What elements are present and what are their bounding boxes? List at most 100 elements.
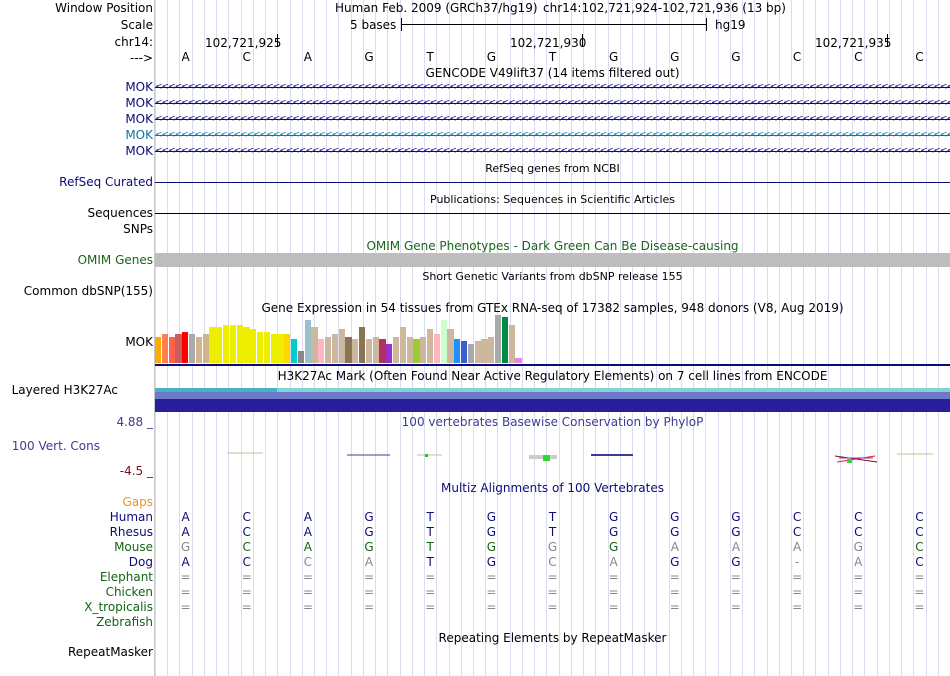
gtex-tissue-bar[interactable] <box>488 337 495 363</box>
gencode-transcript[interactable]: <<<<<<<<<<<<<<<<<<<<<<<<<<<<<<<<<<<<<<<<… <box>155 146 950 156</box>
gtex-tissue-bar[interactable] <box>406 337 413 363</box>
browser-track-area[interactable]: Human Feb. 2009 (GRCh37/hg19) chr14:102,… <box>155 0 950 676</box>
gencode-transcript[interactable]: <<<<<<<<<<<<<<<<<<<<<<<<<<<<<<<<<<<<<<<<… <box>155 82 950 92</box>
gtex-tissue-bar[interactable] <box>155 337 162 363</box>
phylop-plot[interactable] <box>155 440 950 470</box>
gtex-tissue-bar[interactable] <box>236 325 243 363</box>
gtex-tissue-bar[interactable] <box>229 325 236 363</box>
gtex-bar-chart[interactable] <box>155 315 950 363</box>
species-label-rhesus[interactable]: Rhesus <box>109 525 153 539</box>
h3k27ac-layer-mid <box>155 392 950 399</box>
gtex-tissue-bar[interactable] <box>189 334 196 363</box>
gtex-tissue-bar[interactable] <box>352 339 359 363</box>
gencode-gene-label[interactable]: MOK <box>125 112 153 126</box>
omim-track-label[interactable]: OMIM Genes <box>77 253 153 267</box>
omim-gene-bar[interactable] <box>155 253 950 267</box>
gencode-gene-label[interactable]: MOK <box>125 128 153 142</box>
species-label-elephant[interactable]: Elephant <box>99 570 153 584</box>
gtex-tissue-bar[interactable] <box>195 337 202 363</box>
gtex-tissue-bar[interactable] <box>467 344 474 363</box>
gtex-tissue-bar[interactable] <box>474 341 481 363</box>
gtex-tissue-bar[interactable] <box>399 327 406 363</box>
gtex-tissue-bar[interactable] <box>495 315 502 363</box>
phylop-track-label[interactable]: 100 Vert. Cons <box>11 439 100 453</box>
alignment-base: A <box>854 555 863 569</box>
gtex-tissue-bar[interactable] <box>291 339 298 363</box>
gtex-tissue-bar[interactable] <box>331 334 338 363</box>
gtex-tissue-bar[interactable] <box>284 334 291 363</box>
gtex-tissue-bar[interactable] <box>372 337 379 363</box>
gtex-tissue-bar[interactable] <box>338 329 345 363</box>
base-letter: A <box>303 50 312 64</box>
gencode-transcript[interactable]: <<<<<<<<<<<<<<<<<<<<<<<<<<<<<<<<<<<<<<<<… <box>155 98 950 108</box>
gtex-tissue-bar[interactable] <box>311 327 318 363</box>
gtex-tissue-bar[interactable] <box>365 339 372 363</box>
gtex-tissue-bar[interactable] <box>277 334 284 363</box>
species-label-chicken[interactable]: Chicken <box>105 585 153 599</box>
h3k27ac-track-label[interactable]: Layered H3K27Ac <box>11 383 118 397</box>
gtex-tissue-bar[interactable] <box>508 325 515 363</box>
snps-track-label[interactable]: SNPs <box>123 222 153 236</box>
alignment-base: A <box>303 540 312 554</box>
gtex-tissue-bar[interactable] <box>393 337 400 363</box>
gencode-gene-label[interactable]: MOK <box>125 80 153 94</box>
gencode-transcript[interactable]: <<<<<<<<<<<<<<<<<<<<<<<<<<<<<<<<<<<<<<<<… <box>155 130 950 140</box>
gtex-tissue-bar[interactable] <box>270 334 277 363</box>
gtex-tissue-bar[interactable] <box>243 327 250 363</box>
gtex-tissue-bar[interactable] <box>182 332 189 363</box>
gtex-tissue-bar[interactable] <box>359 327 366 363</box>
repeatmasker-track-label[interactable]: RepeatMasker <box>67 645 153 659</box>
publications-track-label[interactable]: Sequences <box>87 206 153 220</box>
gtex-tissue-bar[interactable] <box>481 339 488 363</box>
gtex-tissue-bar[interactable] <box>325 337 332 363</box>
alignment-base: G <box>853 540 863 554</box>
dbsnp-track-label[interactable]: Common dbSNP(155) <box>23 284 153 298</box>
gencode-transcript[interactable]: <<<<<<<<<<<<<<<<<<<<<<<<<<<<<<<<<<<<<<<<… <box>155 114 950 124</box>
gtex-tissue-bar[interactable] <box>501 317 508 363</box>
gtex-tissue-bar[interactable] <box>386 344 393 363</box>
gtex-tissue-bar[interactable] <box>345 337 352 363</box>
gtex-tissue-bar[interactable] <box>250 329 257 363</box>
gtex-track-label[interactable]: MOK <box>125 335 153 349</box>
gtex-tissue-bar[interactable] <box>427 329 434 363</box>
gtex-tissue-bar[interactable] <box>318 339 325 363</box>
gtex-tissue-bar[interactable] <box>297 351 304 363</box>
gtex-tissue-bar[interactable] <box>379 339 386 363</box>
gtex-tissue-bar[interactable] <box>202 334 209 363</box>
base-letter: C <box>792 50 802 64</box>
gtex-tissue-bar[interactable] <box>454 339 461 363</box>
species-label-mouse[interactable]: Mouse <box>114 540 153 554</box>
gtex-tissue-bar[interactable] <box>461 341 468 363</box>
gtex-tissue-bar[interactable] <box>413 339 420 363</box>
gtex-tissue-bar[interactable] <box>304 320 311 363</box>
alignment-base: G <box>486 540 496 554</box>
gtex-tissue-bar[interactable] <box>420 337 427 363</box>
strand-arrows: <<<<<<<<<<<<<<<<<<<<<<<<<<<<<<<<<<<<<<<<… <box>155 114 950 124</box>
gtex-tissue-bar[interactable] <box>515 358 522 363</box>
gtex-tissue-bar[interactable] <box>216 327 223 363</box>
alignment-base: = <box>180 570 191 584</box>
alignment-base: G <box>731 525 741 539</box>
base-letter: G <box>608 50 619 64</box>
species-label-zebrafish[interactable]: Zebrafish <box>96 615 153 629</box>
gtex-tissue-bar[interactable] <box>168 337 175 363</box>
gtex-tissue-bar[interactable] <box>433 334 440 363</box>
gencode-gene-label[interactable]: MOK <box>125 96 153 110</box>
species-label-human[interactable]: Human <box>109 510 153 524</box>
gtex-track-title: Gene Expression in 54 tissues from GTEx … <box>261 301 844 315</box>
gtex-tissue-bar[interactable] <box>263 332 270 363</box>
gtex-tissue-bar[interactable] <box>209 327 216 363</box>
gtex-tissue-bar[interactable] <box>223 325 230 363</box>
gtex-tissue-bar[interactable] <box>447 329 454 363</box>
species-label-xtropicalis[interactable]: X_tropicalis <box>84 600 153 614</box>
position-text[interactable]: chr14:102,721,924-102,721,936 (13 bp) <box>543 1 786 15</box>
gencode-gene-label[interactable]: MOK <box>125 144 153 158</box>
phylop-mark <box>425 454 428 457</box>
species-label-dog[interactable]: Dog <box>128 555 153 569</box>
refseq-track-label[interactable]: RefSeq Curated <box>59 175 153 189</box>
alignment-base: = <box>241 570 252 584</box>
gtex-tissue-bar[interactable] <box>257 332 264 363</box>
gtex-tissue-bar[interactable] <box>175 334 182 363</box>
gtex-tissue-bar[interactable] <box>161 334 168 363</box>
gtex-tissue-bar[interactable] <box>440 320 447 363</box>
